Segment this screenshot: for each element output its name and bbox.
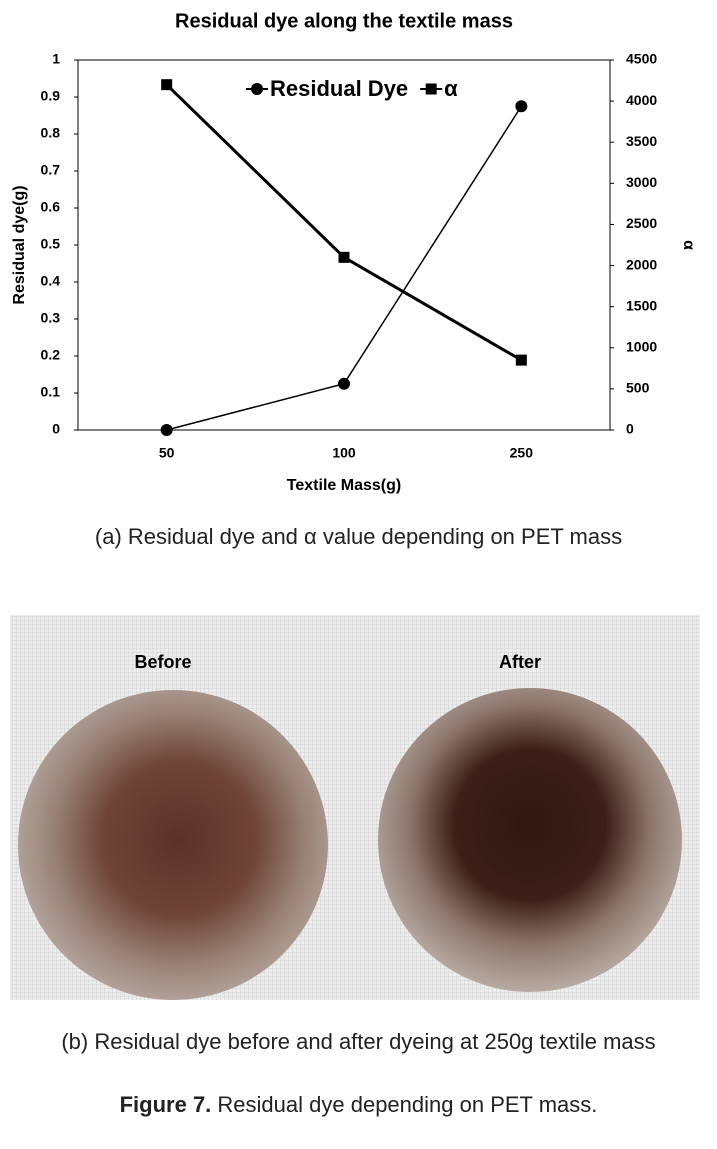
chart-title: Residual dye along the textile mass: [175, 10, 513, 32]
y-tick-label: 0.8: [41, 125, 61, 141]
legend-marker: [251, 83, 263, 95]
data-point: [515, 100, 528, 113]
before-sample: [18, 690, 328, 1000]
photo-label: Before: [134, 652, 191, 672]
y-tick-label: 0.1: [41, 384, 61, 400]
data-point: [338, 251, 350, 263]
after-sample: [378, 688, 682, 992]
caption-b: (b) Residual dye before and after dyeing…: [61, 1029, 656, 1054]
y2-tick-label: 2500: [626, 215, 657, 231]
y2-tick-label: 3000: [626, 174, 657, 190]
plot-frame: [77, 59, 611, 431]
x-axis-label: Textile Mass(g): [287, 477, 401, 494]
data-point: [161, 79, 173, 91]
y2-tick-label: 0: [626, 421, 634, 437]
legend-label: α: [444, 76, 458, 101]
chart: Residual dye along the textile mass Text…: [11, 10, 697, 494]
y2-tick-label: 1500: [626, 297, 657, 313]
y-tick-label: 0.3: [41, 310, 61, 326]
figure-caption: Figure 7. Residual dye depending on PET …: [0, 1092, 717, 1118]
y2-tick-label: 1000: [626, 338, 657, 354]
y2-tick-label: 500: [626, 380, 650, 396]
y2-tick-label: 4500: [626, 51, 657, 67]
y-axis-label: Residual dye(g): [11, 185, 28, 304]
data-point: [338, 377, 350, 390]
y-tick-label: 0: [52, 421, 60, 437]
legend-label: Residual Dye: [270, 76, 408, 101]
x-tick-label: 100: [332, 445, 356, 461]
y-tick-label: 0.9: [41, 88, 61, 104]
x-tick-label: 50: [159, 445, 175, 461]
y-tick-label: 1: [52, 51, 60, 67]
y-tick-label: 0.4: [41, 273, 61, 289]
y2-axis-label: α: [680, 240, 697, 250]
x-tick-label: 250: [510, 445, 534, 461]
series-line: [165, 83, 523, 362]
y-tick-label: 0.5: [41, 236, 61, 252]
photo: Before After: [10, 615, 700, 1000]
y2-tick-label: 3500: [626, 133, 657, 149]
figure-label: Figure 7.: [119, 1092, 212, 1117]
y2-tick-label: 2000: [626, 256, 657, 272]
legend-marker: [425, 83, 437, 95]
caption-a: (a) Residual dye and α value depending o…: [94, 524, 623, 549]
data-point: [160, 424, 173, 436]
y-tick-label: 0.7: [41, 162, 61, 178]
y-tick-label: 0.2: [41, 347, 61, 363]
data-point: [515, 354, 527, 366]
y2-tick-label: 4000: [626, 92, 657, 108]
photo-label: After: [499, 652, 541, 672]
figure-text: Residual dye depending on PET mass.: [217, 1092, 598, 1117]
y-tick-label: 0.6: [41, 199, 61, 215]
